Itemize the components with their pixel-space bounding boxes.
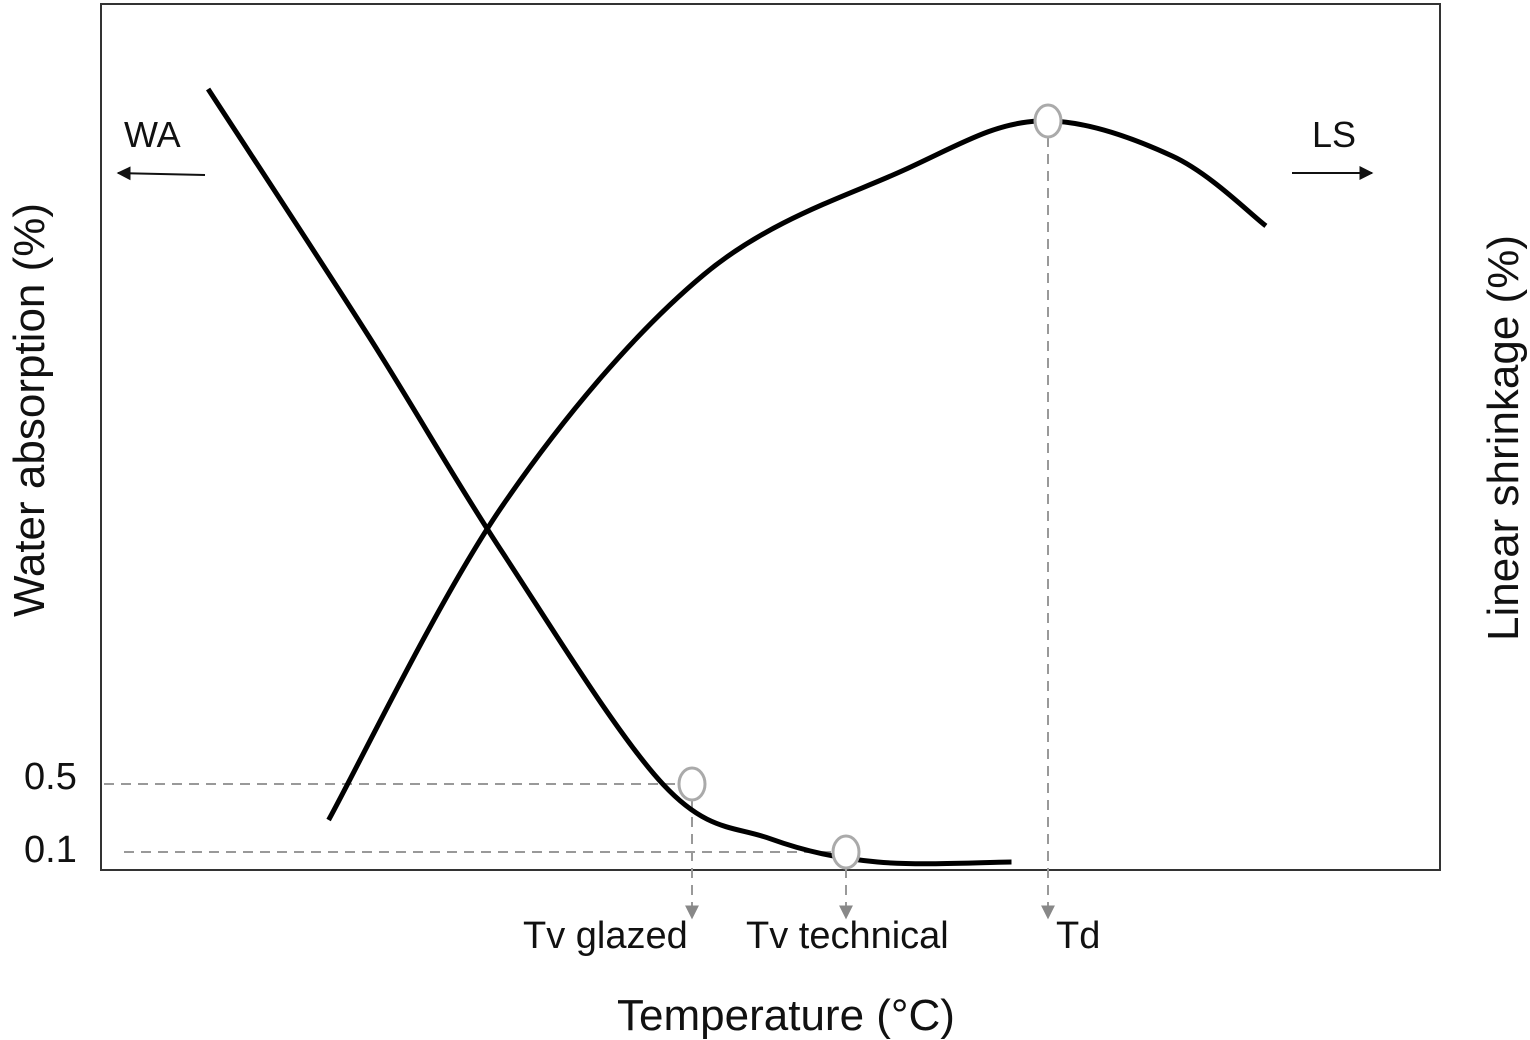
series-line-ls [326,118,1268,822]
marker-tv-glazed [677,766,707,802]
x-label-tv-glazed: Tv glazed [523,915,688,957]
marker-tv-technical [831,834,861,870]
y-axis-title-right: Linear shrinkage (%) [1479,235,1528,641]
x-label-td: Td [1056,915,1100,957]
x-label-tv-technical: Tv technical [746,915,949,957]
y-axis-title-left: Water absorption (%) [5,203,54,617]
marker-td [1033,103,1063,139]
y-tick-label-0.1: 0.1 [24,829,77,871]
y-tick-label-0.5: 0.5 [24,756,77,798]
plot-frame [100,3,1441,871]
series-line-wa [206,87,1012,867]
x-axis-title: Temperature (°C) [617,991,955,1040]
series-label-ls: LS [1312,114,1356,155]
wa-direction-arrow [116,166,206,181]
series-label-wa: WA [124,114,181,155]
